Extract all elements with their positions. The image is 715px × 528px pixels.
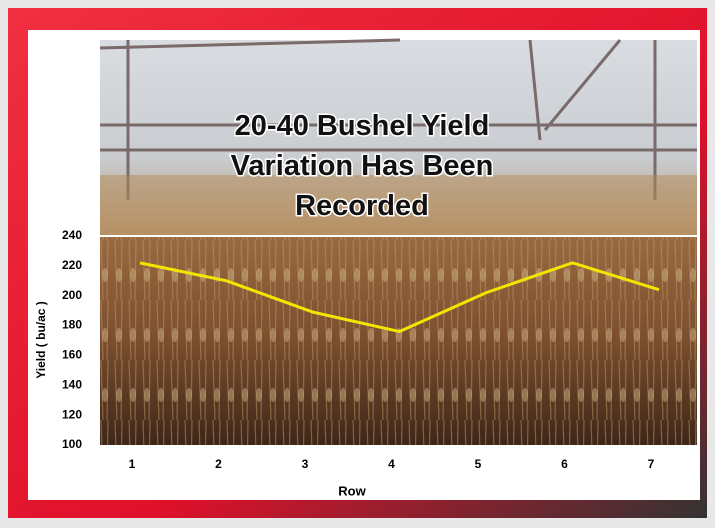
- line: [139, 261, 660, 334]
- photo-tassels: [100, 175, 697, 236]
- x-tick-label: 2: [215, 457, 222, 471]
- y-tick-label: 120: [62, 407, 82, 421]
- x-tick-label: 6: [561, 457, 568, 471]
- y-tick-label: 140: [62, 377, 82, 391]
- y-tick-label: 100: [62, 437, 82, 451]
- y-tick-label: 240: [62, 228, 82, 242]
- x-tick-label: 3: [302, 457, 309, 471]
- photo-stalks: [100, 236, 697, 445]
- y-tick-label: 200: [62, 288, 82, 302]
- x-tick-label: 4: [388, 457, 395, 471]
- y-tick-label: 180: [62, 318, 82, 332]
- x-tick-label: 7: [648, 457, 655, 471]
- chart-title-line: Variation Has Been: [231, 150, 494, 182]
- x-axis-label: Row: [338, 483, 366, 498]
- y-tick-label: 220: [62, 258, 82, 272]
- chart-title-line: 20-40 Bushel Yield: [235, 110, 490, 142]
- y-tick-label: 160: [62, 348, 82, 362]
- chart-title: 20-40 Bushel Yield Variation Has Been Reco…: [231, 110, 494, 222]
- y-axis-label: Yield ( bu/ac ): [34, 301, 48, 379]
- chart-title-line: Recorded: [295, 190, 429, 222]
- pivot-irrigator: [99, 38, 697, 200]
- x-tick-label: 1: [129, 457, 136, 471]
- x-tick-label: 5: [475, 457, 482, 471]
